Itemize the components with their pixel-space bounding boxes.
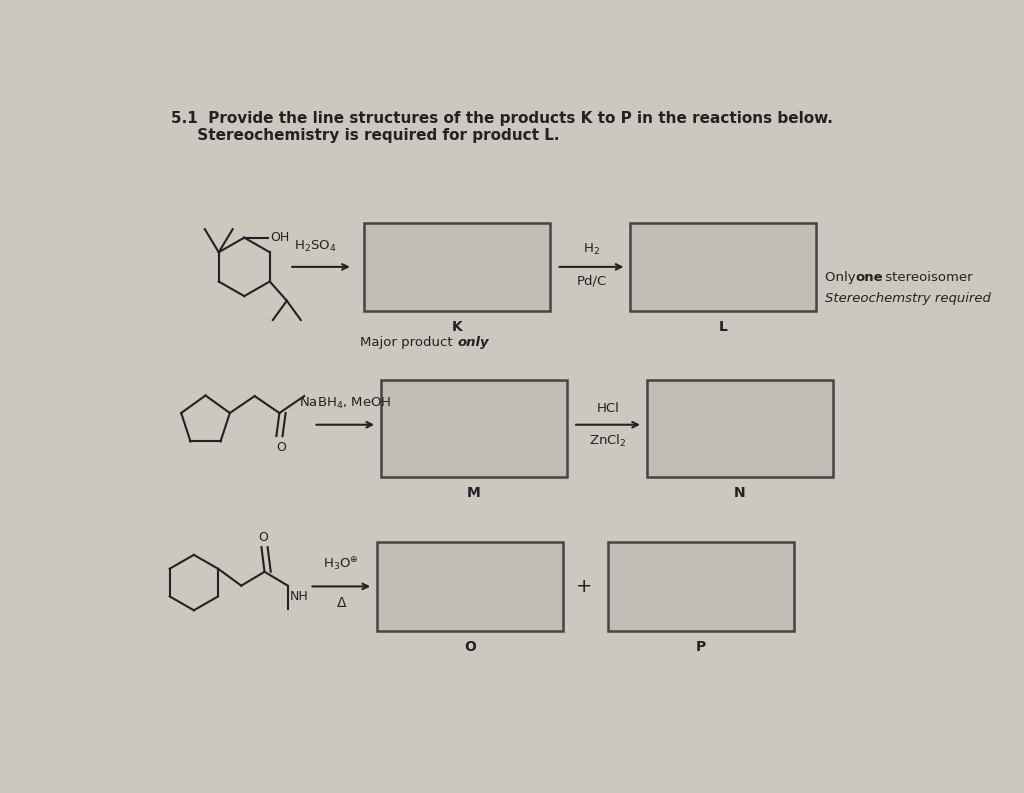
Text: stereoisomer: stereoisomer [882, 270, 973, 284]
Bar [608, 542, 794, 630]
Text: HCl: HCl [597, 402, 620, 415]
Text: H$_2$: H$_2$ [583, 242, 600, 257]
Text: Only: Only [825, 270, 860, 284]
Bar [365, 223, 550, 311]
Text: one: one [855, 270, 883, 284]
Text: Stereochemstry required: Stereochemstry required [825, 292, 991, 305]
Text: K: K [452, 320, 463, 335]
Bar [647, 381, 833, 477]
Text: N: N [734, 486, 745, 500]
Text: only: only [458, 335, 489, 349]
Text: P: P [695, 640, 706, 654]
Text: O: O [276, 441, 286, 454]
Text: Major product: Major product [360, 335, 458, 349]
Text: Pd/C: Pd/C [577, 274, 606, 288]
Text: 5.1  Provide the line structures of the products K to P in the reactions below.: 5.1 Provide the line structures of the p… [171, 111, 833, 126]
Text: NH: NH [290, 589, 308, 603]
Text: OH: OH [270, 231, 289, 244]
Bar [630, 223, 816, 311]
Text: +: + [577, 577, 593, 596]
Text: H$_3$O$^{\oplus}$: H$_3$O$^{\oplus}$ [324, 556, 359, 573]
Text: L: L [719, 320, 728, 335]
Bar [377, 542, 563, 630]
Text: Δ: Δ [337, 596, 346, 610]
Text: H$_2$SO$_4$: H$_2$SO$_4$ [294, 239, 337, 254]
Bar [381, 381, 567, 477]
Text: O: O [258, 531, 268, 544]
Text: M: M [467, 486, 481, 500]
Text: NaBH$_4$, MeOH: NaBH$_4$, MeOH [299, 396, 391, 411]
Text: ZnCl$_2$: ZnCl$_2$ [589, 432, 627, 449]
Text: O: O [464, 640, 476, 654]
Text: Stereochemistry is required for product L.: Stereochemistry is required for product … [171, 128, 559, 144]
